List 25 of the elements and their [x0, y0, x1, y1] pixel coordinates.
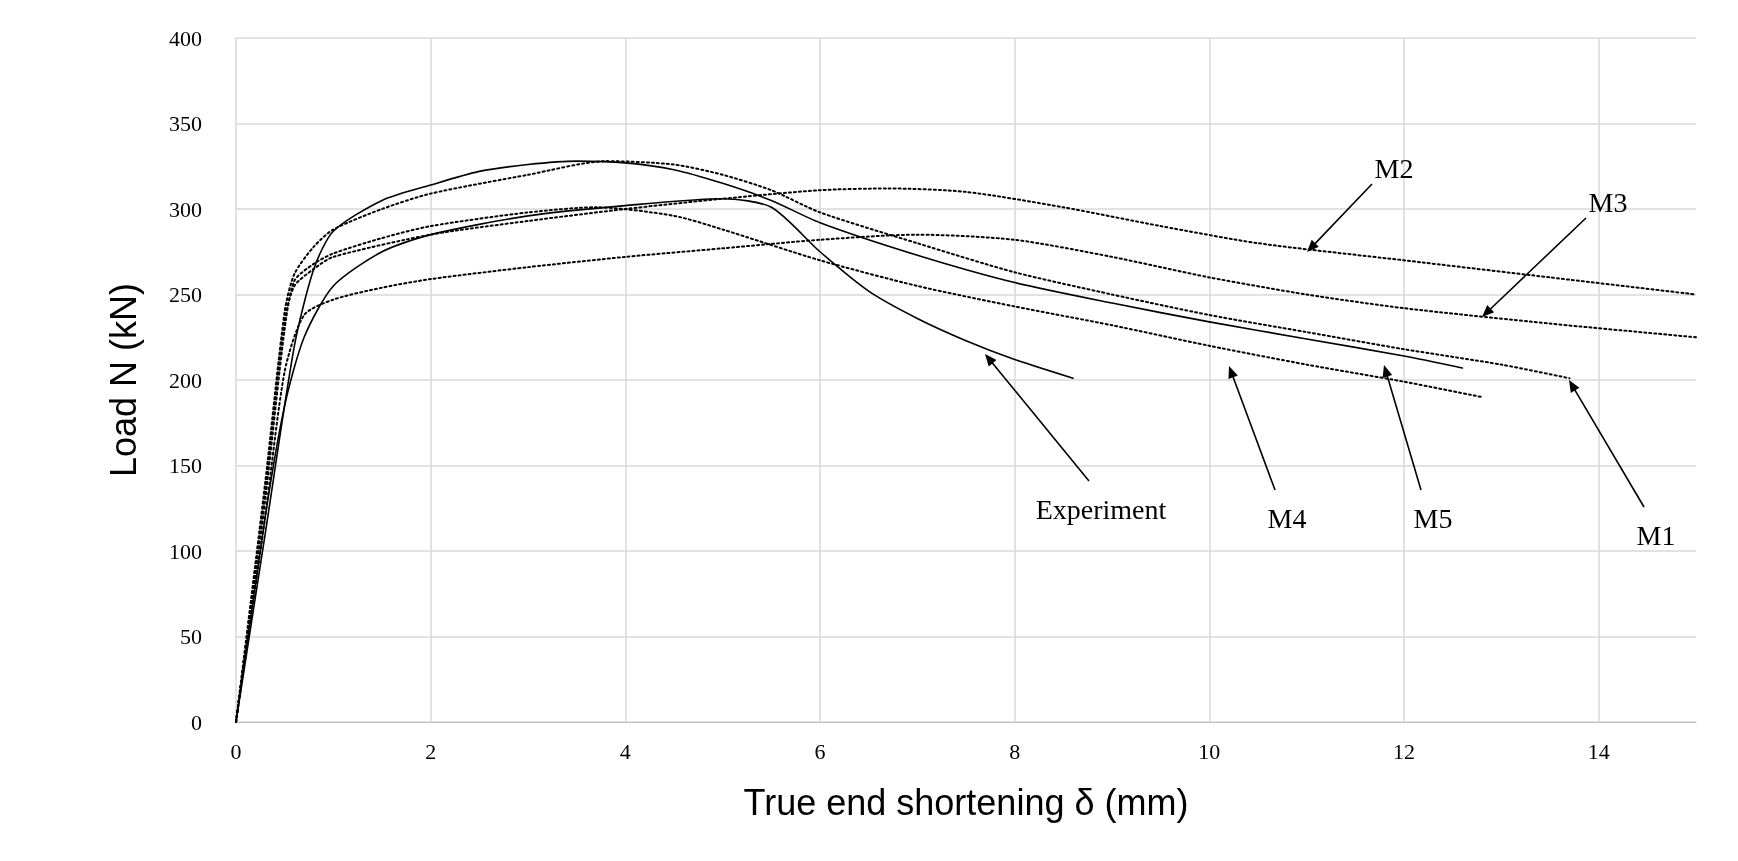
annotation: M3	[1588, 187, 1628, 219]
x-tick-label: 12	[1393, 738, 1415, 764]
x-tick-label: 8	[1009, 738, 1021, 764]
y-tick-label: 0	[191, 709, 202, 735]
y-axis-title: Load N (kN)	[102, 282, 144, 478]
x-tick-label: 0	[230, 738, 242, 764]
y-tick-label: 100	[169, 538, 202, 564]
y-tick-label: 150	[169, 453, 202, 478]
x-tick-label: 10	[1198, 738, 1221, 764]
y-tick-label: 400	[169, 25, 202, 51]
x-tick-label: 6	[814, 738, 826, 764]
y-tick-label: 250	[169, 282, 202, 307]
y-tick-label: 350	[169, 111, 202, 136]
y-tick-label: 200	[169, 367, 202, 393]
x-tick-label: 14	[1587, 738, 1610, 764]
x-tick-label: 2	[425, 738, 437, 764]
y-tick-label: 50	[180, 624, 202, 649]
annotation: M4	[1267, 503, 1307, 535]
annotation: M2	[1374, 153, 1414, 185]
x-tick-label: 4	[619, 738, 631, 764]
x-axis-title: True end shortening δ (mm)	[743, 781, 1189, 823]
y-tick-label: 300	[169, 196, 202, 222]
annotation: M5	[1413, 503, 1453, 535]
annotation: M1	[1636, 520, 1676, 552]
annotation: Experiment	[1035, 494, 1167, 526]
